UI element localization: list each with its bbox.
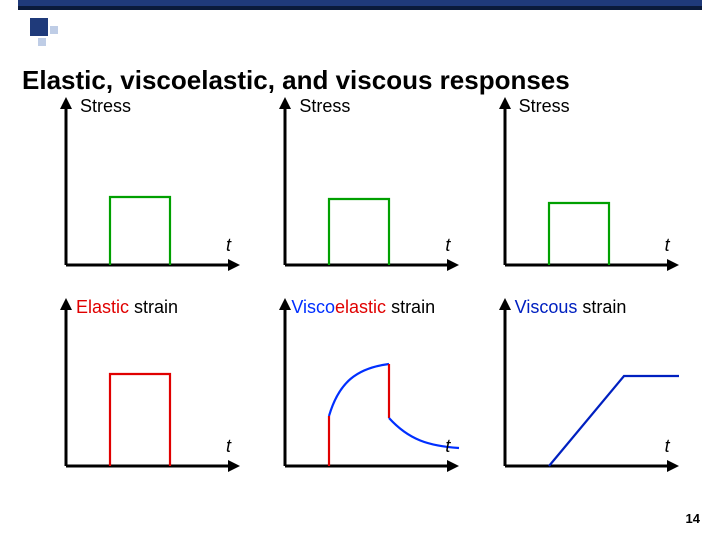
axis-label-t: t (226, 235, 231, 256)
slide-top-border-shadow (18, 6, 702, 10)
chart-svg (259, 296, 464, 491)
chart-grid: StresstStresstStresstElastic straintVisc… (40, 95, 680, 491)
axis-label-t: t (665, 436, 670, 457)
panel-viscoelastic-strain: Viscoelastic straint (259, 296, 460, 491)
chart-svg (40, 296, 245, 491)
axis-label-t: t (445, 436, 450, 457)
chart-svg (479, 296, 684, 491)
chart-svg (259, 95, 464, 290)
panel-viscous-strain: Viscous straint (479, 296, 680, 491)
axis-label-t: t (445, 235, 450, 256)
page-title: Elastic, viscoelastic, and viscous respo… (22, 65, 570, 96)
chart-svg (479, 95, 684, 290)
chart-svg (40, 95, 245, 290)
panel-elastic-strain: Elastic straint (40, 296, 241, 491)
axis-label-t: t (665, 235, 670, 256)
axis-label-t: t (226, 436, 231, 457)
title-bullet-icon (30, 18, 60, 48)
page-number: 14 (686, 511, 700, 526)
panel-stress-1: Stresst (40, 95, 241, 290)
panel-stress-3: Stresst (479, 95, 680, 290)
panel-stress-2: Stresst (259, 95, 460, 290)
